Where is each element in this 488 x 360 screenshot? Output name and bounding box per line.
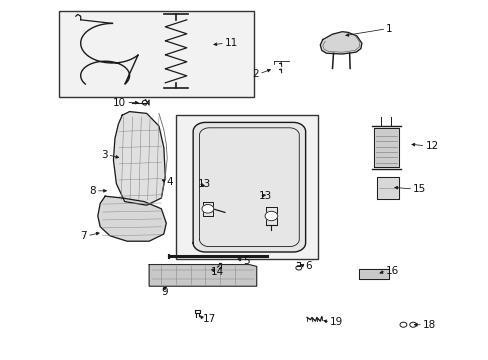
Circle shape: [202, 204, 213, 213]
Polygon shape: [149, 265, 256, 286]
Bar: [176, 115, 317, 259]
Polygon shape: [376, 177, 398, 199]
Circle shape: [409, 322, 416, 327]
Text: 15: 15: [412, 184, 426, 194]
Bar: [59, 11, 254, 97]
Text: 13: 13: [198, 179, 211, 189]
Text: 14: 14: [211, 267, 224, 277]
Text: 17: 17: [203, 314, 216, 324]
Text: 7: 7: [80, 231, 87, 241]
Text: 5: 5: [243, 256, 250, 266]
Text: 18: 18: [422, 320, 435, 330]
Text: 10: 10: [113, 98, 126, 108]
Text: 2: 2: [252, 69, 259, 79]
Text: 12: 12: [425, 141, 438, 151]
Polygon shape: [320, 32, 361, 54]
Circle shape: [399, 322, 406, 327]
Text: 6: 6: [305, 261, 312, 271]
Text: 19: 19: [329, 317, 343, 327]
Polygon shape: [359, 269, 388, 279]
Text: 1: 1: [386, 24, 392, 34]
Text: 8: 8: [89, 186, 96, 196]
Text: 9: 9: [161, 287, 168, 297]
Text: 4: 4: [166, 177, 173, 187]
Circle shape: [264, 211, 277, 221]
Text: 16: 16: [386, 266, 399, 276]
Text: 13: 13: [259, 191, 272, 201]
Polygon shape: [373, 128, 398, 167]
Polygon shape: [193, 122, 305, 252]
Text: 3: 3: [101, 150, 107, 160]
Text: 11: 11: [224, 38, 238, 48]
Polygon shape: [113, 112, 165, 205]
Polygon shape: [98, 196, 166, 241]
